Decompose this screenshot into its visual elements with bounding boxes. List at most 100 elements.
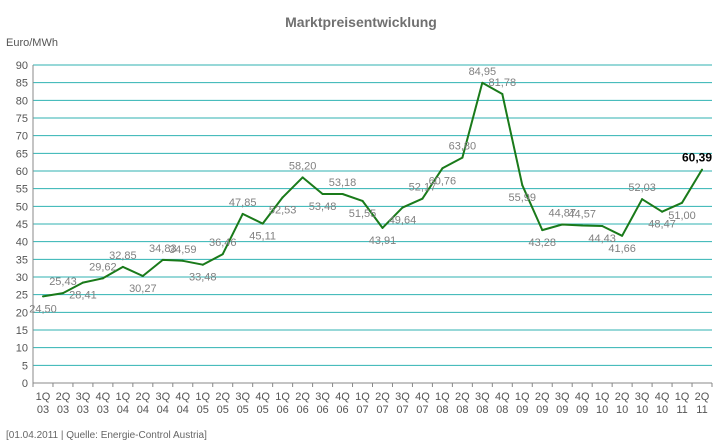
data-point bbox=[381, 226, 384, 229]
x-tick-label: 3Q bbox=[395, 391, 410, 403]
x-tick-label: 4Q bbox=[335, 391, 350, 403]
data-label: 48,47 bbox=[648, 219, 676, 231]
data-point bbox=[161, 258, 164, 261]
data-point bbox=[121, 265, 124, 268]
data-point bbox=[241, 212, 244, 215]
data-point bbox=[261, 222, 264, 225]
x-tick-label: 10 bbox=[616, 404, 628, 416]
y-tick-label: 10 bbox=[16, 343, 28, 355]
data-label: 33,48 bbox=[189, 272, 217, 284]
data-label: 30,27 bbox=[129, 283, 157, 295]
data-label: 34,83 bbox=[149, 243, 177, 255]
x-tick-label: 1Q bbox=[435, 391, 450, 403]
x-tick-label: 03 bbox=[57, 404, 69, 416]
series-line bbox=[42, 81, 703, 298]
x-tick-label: 08 bbox=[496, 404, 508, 416]
x-tick-label: 08 bbox=[456, 404, 468, 416]
data-label: 63,80 bbox=[449, 141, 477, 153]
data-label: 52,03 bbox=[628, 182, 656, 194]
data-point bbox=[601, 225, 604, 228]
x-tick-label: 2Q bbox=[215, 391, 230, 403]
data-point bbox=[281, 196, 284, 199]
x-tick-label: 03 bbox=[77, 404, 89, 416]
x-tick-label: 07 bbox=[376, 404, 388, 416]
y-tick-label: 60 bbox=[16, 166, 28, 178]
data-label: 43,91 bbox=[369, 235, 397, 247]
data-point bbox=[481, 81, 484, 84]
data-label: 60,76 bbox=[429, 175, 457, 187]
y-tick-label: 75 bbox=[16, 113, 28, 125]
data-point bbox=[221, 253, 224, 256]
data-point bbox=[681, 201, 684, 204]
y-tick-label: 35 bbox=[16, 254, 28, 266]
data-point bbox=[361, 199, 364, 202]
x-tick-label: 07 bbox=[356, 404, 368, 416]
x-tick-label: 03 bbox=[37, 404, 49, 416]
data-label: 34,59 bbox=[169, 244, 197, 256]
x-tick-label: 3Q bbox=[315, 391, 330, 403]
data-label: 24,50 bbox=[29, 303, 57, 315]
x-tick-label: 05 bbox=[257, 404, 269, 416]
x-tick-label: 10 bbox=[596, 404, 608, 416]
data-label: 53,48 bbox=[309, 201, 337, 213]
y-tick-label: 50 bbox=[16, 201, 28, 213]
data-label: 58,20 bbox=[289, 160, 317, 172]
x-tick-label: 03 bbox=[97, 404, 109, 416]
x-tick-label: 1Q bbox=[275, 391, 290, 403]
y-tick-label: 25 bbox=[16, 290, 28, 302]
data-point bbox=[461, 156, 464, 159]
x-tick-label: 1Q bbox=[355, 391, 370, 403]
x-tick-label: 2Q bbox=[375, 391, 390, 403]
data-label: 84,95 bbox=[469, 66, 497, 78]
x-tick-label: 3Q bbox=[76, 391, 91, 403]
x-tick-label: 4Q bbox=[415, 391, 430, 403]
x-tick-label: 4Q bbox=[495, 391, 510, 403]
data-label: 44,43 bbox=[588, 233, 616, 245]
data-point bbox=[441, 167, 444, 170]
y-tick-label: 40 bbox=[16, 237, 28, 249]
x-tick-label: 1Q bbox=[195, 391, 210, 403]
data-point bbox=[541, 229, 544, 232]
data-label: 28,41 bbox=[69, 290, 97, 302]
x-tick-label: 04 bbox=[157, 404, 169, 416]
x-tick-label: 08 bbox=[436, 404, 448, 416]
y-tick-label: 85 bbox=[16, 78, 28, 90]
x-tick-label: 09 bbox=[556, 404, 568, 416]
data-point bbox=[421, 197, 424, 200]
y-tick-label: 45 bbox=[16, 219, 28, 231]
x-tick-label: 3Q bbox=[555, 391, 570, 403]
x-tick-label: 4Q bbox=[655, 391, 670, 403]
data-point bbox=[401, 206, 404, 209]
y-tick-label: 15 bbox=[16, 325, 28, 337]
source-footer: [01.04.2011 | Quelle: Energie-Control Au… bbox=[6, 430, 207, 441]
data-point bbox=[501, 93, 504, 96]
x-tick-label: 07 bbox=[416, 404, 428, 416]
y-tick-label: 55 bbox=[16, 184, 28, 196]
x-tick-label: 10 bbox=[636, 404, 648, 416]
x-tick-label: 2Q bbox=[615, 391, 630, 403]
x-tick-label: 1Q bbox=[675, 391, 690, 403]
x-tick-label: 06 bbox=[336, 404, 348, 416]
data-point bbox=[201, 263, 204, 266]
x-tick-label: 08 bbox=[476, 404, 488, 416]
x-tick-label: 07 bbox=[396, 404, 408, 416]
data-point bbox=[341, 193, 344, 196]
data-point bbox=[661, 210, 664, 213]
data-label: 60,39 bbox=[682, 151, 712, 165]
x-tick-label: 05 bbox=[197, 404, 209, 416]
x-tick-label: 4Q bbox=[96, 391, 111, 403]
data-point bbox=[181, 259, 184, 262]
x-tick-label: 4Q bbox=[575, 391, 590, 403]
x-tick-label: 09 bbox=[516, 404, 528, 416]
x-tick-label: 3Q bbox=[235, 391, 250, 403]
x-tick-label: 4Q bbox=[175, 391, 190, 403]
data-point bbox=[61, 292, 64, 295]
y-tick-label: 65 bbox=[16, 148, 28, 160]
y-tick-label: 80 bbox=[16, 95, 28, 107]
x-tick-label: 04 bbox=[137, 404, 149, 416]
data-label: 49,64 bbox=[389, 215, 417, 227]
data-label: 44,57 bbox=[568, 209, 596, 221]
x-tick-label: 1Q bbox=[116, 391, 131, 403]
x-tick-label: 2Q bbox=[135, 391, 150, 403]
